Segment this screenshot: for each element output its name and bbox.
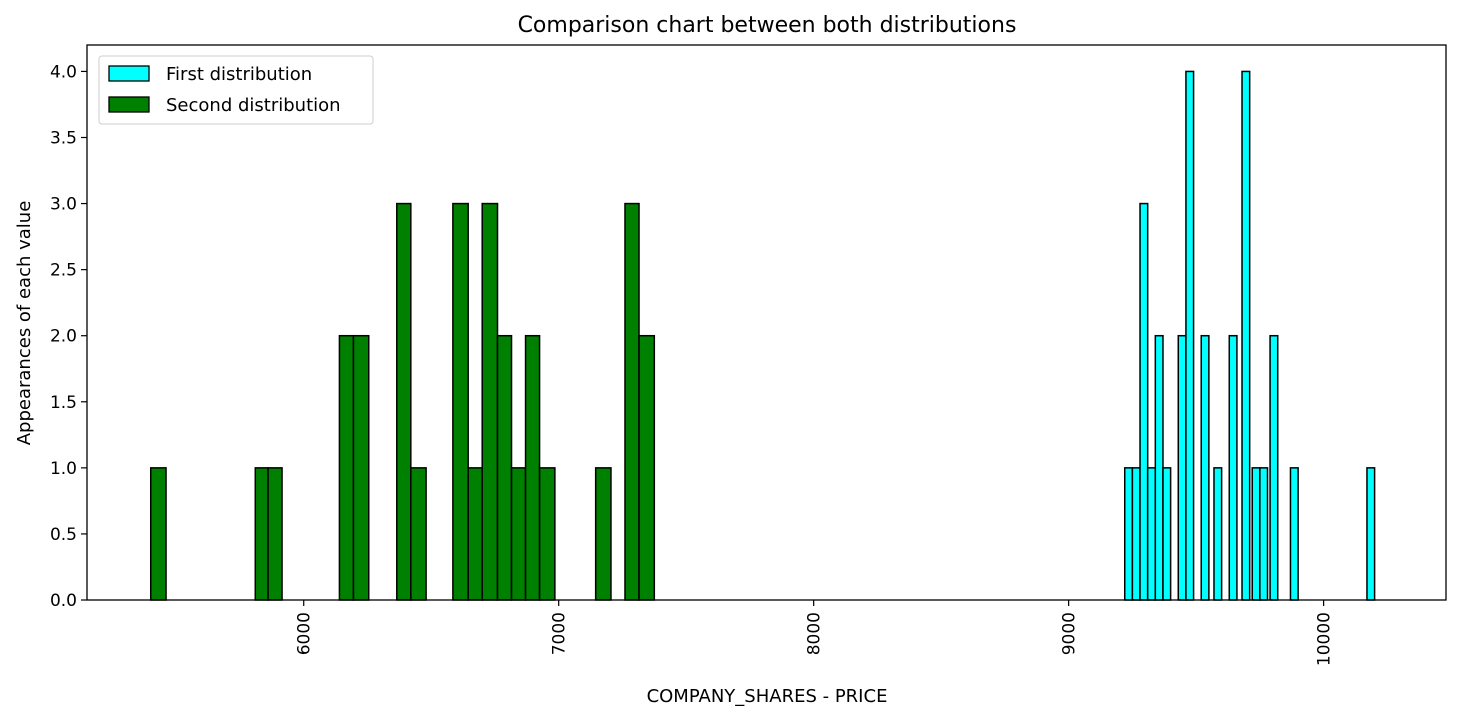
bar-series-1-bin-12: [1241, 70, 1251, 601]
bar-series-1-bin-1: [1123, 467, 1134, 601]
y-tick-label-3.5: 3.5: [50, 129, 77, 149]
x-tick-label-9000: 9000: [1060, 612, 1080, 655]
bar-series-2-bin-13: [524, 334, 541, 601]
legend: First distribution Second distribution: [98, 55, 374, 125]
legend-label-first: First distribution: [166, 64, 312, 85]
bar-series-2-bin-11: [496, 334, 513, 601]
bar-series-1-bin-4: [1146, 467, 1157, 601]
bar-series-1-bin-16: [1289, 467, 1299, 601]
x-tick-label-7000: 7000: [550, 612, 570, 655]
bar-series-2-bin-6: [396, 202, 412, 601]
x-tick-label-6000: 6000: [295, 612, 315, 655]
legend-swatch-first: [108, 65, 150, 82]
y-tick-label-0.5: 0.5: [50, 525, 77, 545]
x-axis-ticks: 6000 7000 8000 9000 10000: [295, 600, 1335, 666]
plot-frame: [86, 44, 1447, 601]
x-axis-label: COMPANY_SHARES - PRICE: [647, 686, 888, 707]
y-tick-label-4.0: 4.0: [50, 62, 77, 82]
bar-series-2-bin-12: [510, 467, 527, 601]
bar-series-1-bin-17: [1366, 467, 1376, 601]
bar-series-2-bin-14: [538, 467, 556, 601]
y-tick-label-2.0: 2.0: [50, 327, 77, 347]
bar-series-2-bin-16: [624, 202, 640, 601]
bar-series-2-bin-17: [638, 334, 656, 601]
bar-series-2-bin-2: [254, 467, 269, 601]
y-tick-label-1.0: 1.0: [50, 459, 77, 479]
bar-series-1-bin-9: [1200, 334, 1210, 601]
bar-series-1-bin-2: [1131, 467, 1141, 601]
bar-series-1-bin-13: [1251, 467, 1261, 601]
bar-series-1-bin-10: [1213, 467, 1223, 601]
bar-series-2-bin-5: [352, 334, 370, 601]
y-axis-ticks: 0.0 0.5 1.0 1.5 2.0 2.5 3.0 3.5 4.0: [50, 62, 87, 611]
legend-box: [98, 55, 374, 125]
bar-series-2-bin-4: [338, 334, 355, 601]
y-axis-label: Appearances of each value: [14, 201, 35, 446]
chart-title: Comparison chart between both distributi…: [518, 13, 1017, 38]
bar-series-1-bin-5: [1154, 334, 1164, 601]
bar-series-2-bin-15: [594, 467, 612, 601]
legend-label-second: Second distribution: [166, 95, 341, 116]
bar-series-1-bin-6: [1162, 467, 1172, 601]
bar-series-2-bin-1: [149, 467, 167, 601]
bar-series-1-bin-3: [1139, 202, 1149, 601]
bar-series-2-bin-9: [467, 467, 483, 601]
y-tick-label-0.0: 0.0: [50, 591, 77, 611]
bar-series-2-bin-8: [452, 202, 469, 601]
x-tick-label-10000: 10000: [1315, 612, 1335, 666]
legend-swatch-second: [108, 96, 150, 113]
bar-series-1-bin-7: [1177, 334, 1187, 601]
bar-series-2-bin-7: [410, 467, 427, 601]
bar-series-1-bin-11: [1228, 334, 1238, 601]
y-tick-label-1.5: 1.5: [50, 393, 77, 413]
bar-series-2-bin-3: [267, 467, 283, 601]
x-tick-label-8000: 8000: [805, 612, 825, 655]
y-tick-label-3.0: 3.0: [50, 195, 77, 215]
bar-series-2-bin-10: [481, 202, 499, 601]
bar-series-1-bin-15: [1269, 334, 1279, 601]
bar-series-1-bin-14: [1259, 467, 1269, 601]
bar-series-1-bin-8: [1185, 70, 1195, 601]
y-tick-label-2.5: 2.5: [50, 261, 77, 281]
